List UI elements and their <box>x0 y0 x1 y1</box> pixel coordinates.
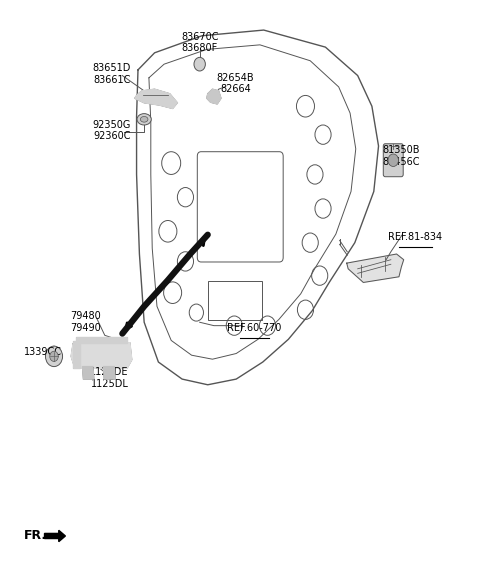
Circle shape <box>194 57 205 71</box>
Circle shape <box>50 351 58 362</box>
Ellipse shape <box>137 114 151 125</box>
Circle shape <box>46 346 62 367</box>
Text: 82654B
82664: 82654B 82664 <box>216 73 254 94</box>
Polygon shape <box>103 367 115 379</box>
Polygon shape <box>73 341 80 368</box>
Text: 1339CC: 1339CC <box>24 347 62 358</box>
Text: 83651D
83661C: 83651D 83661C <box>93 63 131 84</box>
Circle shape <box>388 154 398 166</box>
Text: REF.81-834: REF.81-834 <box>388 232 443 242</box>
Polygon shape <box>83 367 94 379</box>
Polygon shape <box>76 337 127 343</box>
Text: 83670C
83680F: 83670C 83680F <box>181 32 218 53</box>
Text: REF.60-770: REF.60-770 <box>227 323 281 333</box>
Bar <box>208 281 262 320</box>
Text: FR.: FR. <box>24 529 47 542</box>
FancyArrow shape <box>45 530 65 542</box>
Polygon shape <box>207 89 221 104</box>
Polygon shape <box>135 89 178 108</box>
Text: 79480
79490: 79480 79490 <box>71 312 101 333</box>
Polygon shape <box>71 343 132 369</box>
Polygon shape <box>347 254 404 282</box>
FancyBboxPatch shape <box>384 144 403 177</box>
Text: 81350B
81456C: 81350B 81456C <box>383 145 420 167</box>
Text: 92350G
92360C: 92350G 92360C <box>93 120 131 141</box>
Ellipse shape <box>140 117 148 122</box>
Text: 1125DE
1125DL: 1125DE 1125DL <box>90 367 129 389</box>
